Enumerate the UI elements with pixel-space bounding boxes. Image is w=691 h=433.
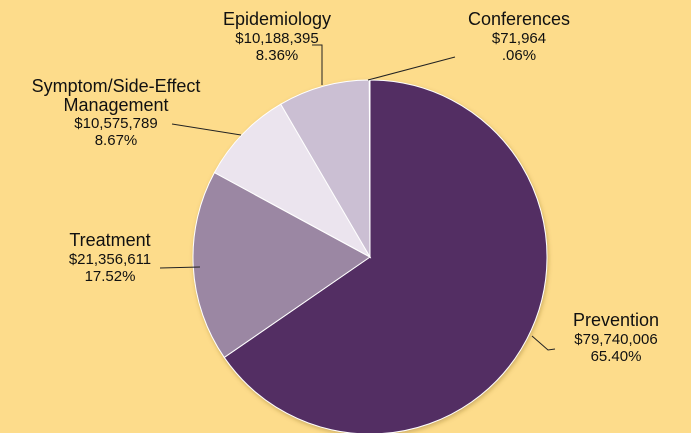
percent-label: 8.36% <box>255 46 299 64</box>
category-name: Symptom/Side-Effect Management <box>31 76 201 115</box>
category-name: Epidemiology <box>222 9 332 29</box>
leader-line <box>531 335 556 351</box>
pie <box>192 79 548 433</box>
value-label: $71,964 <box>491 29 547 47</box>
category-name: Conferences <box>467 9 571 29</box>
leaders <box>159 44 556 351</box>
leader-line <box>171 123 242 136</box>
leader-line <box>159 266 201 269</box>
slice-label: Prevention $79,740,006 65.40% <box>573 310 659 365</box>
value-label: $10,188,395 <box>235 29 319 47</box>
slice-label: Conferences $71,964.06% <box>468 9 570 64</box>
category-name: Prevention <box>572 310 660 330</box>
pie-slice <box>280 79 371 259</box>
percent-label: .06% <box>501 46 537 64</box>
category-name: Treatment <box>69 230 151 250</box>
slice-label: Symptom/Side-Effect Management $10,575,78… <box>16 77 216 149</box>
leader-line <box>312 44 323 85</box>
pie-slice <box>192 171 371 359</box>
leader-line <box>367 56 456 81</box>
value-label: $21,356,611 <box>68 250 152 268</box>
pie-slice <box>213 103 372 259</box>
value-label: $10,575,789 <box>74 114 158 132</box>
slice-label: Epidemiology $10,188,395 8.36% <box>223 9 331 64</box>
pie-slice <box>368 79 371 258</box>
value-label: $79,740,006 <box>574 330 658 348</box>
percent-label: 17.52% <box>84 267 136 285</box>
slice-label: Treatment $21,356,611 17.52% <box>69 230 151 285</box>
percent-label: 65.40% <box>590 347 642 365</box>
pie-slice <box>223 79 548 433</box>
percent-label: 8.67% <box>94 132 138 150</box>
